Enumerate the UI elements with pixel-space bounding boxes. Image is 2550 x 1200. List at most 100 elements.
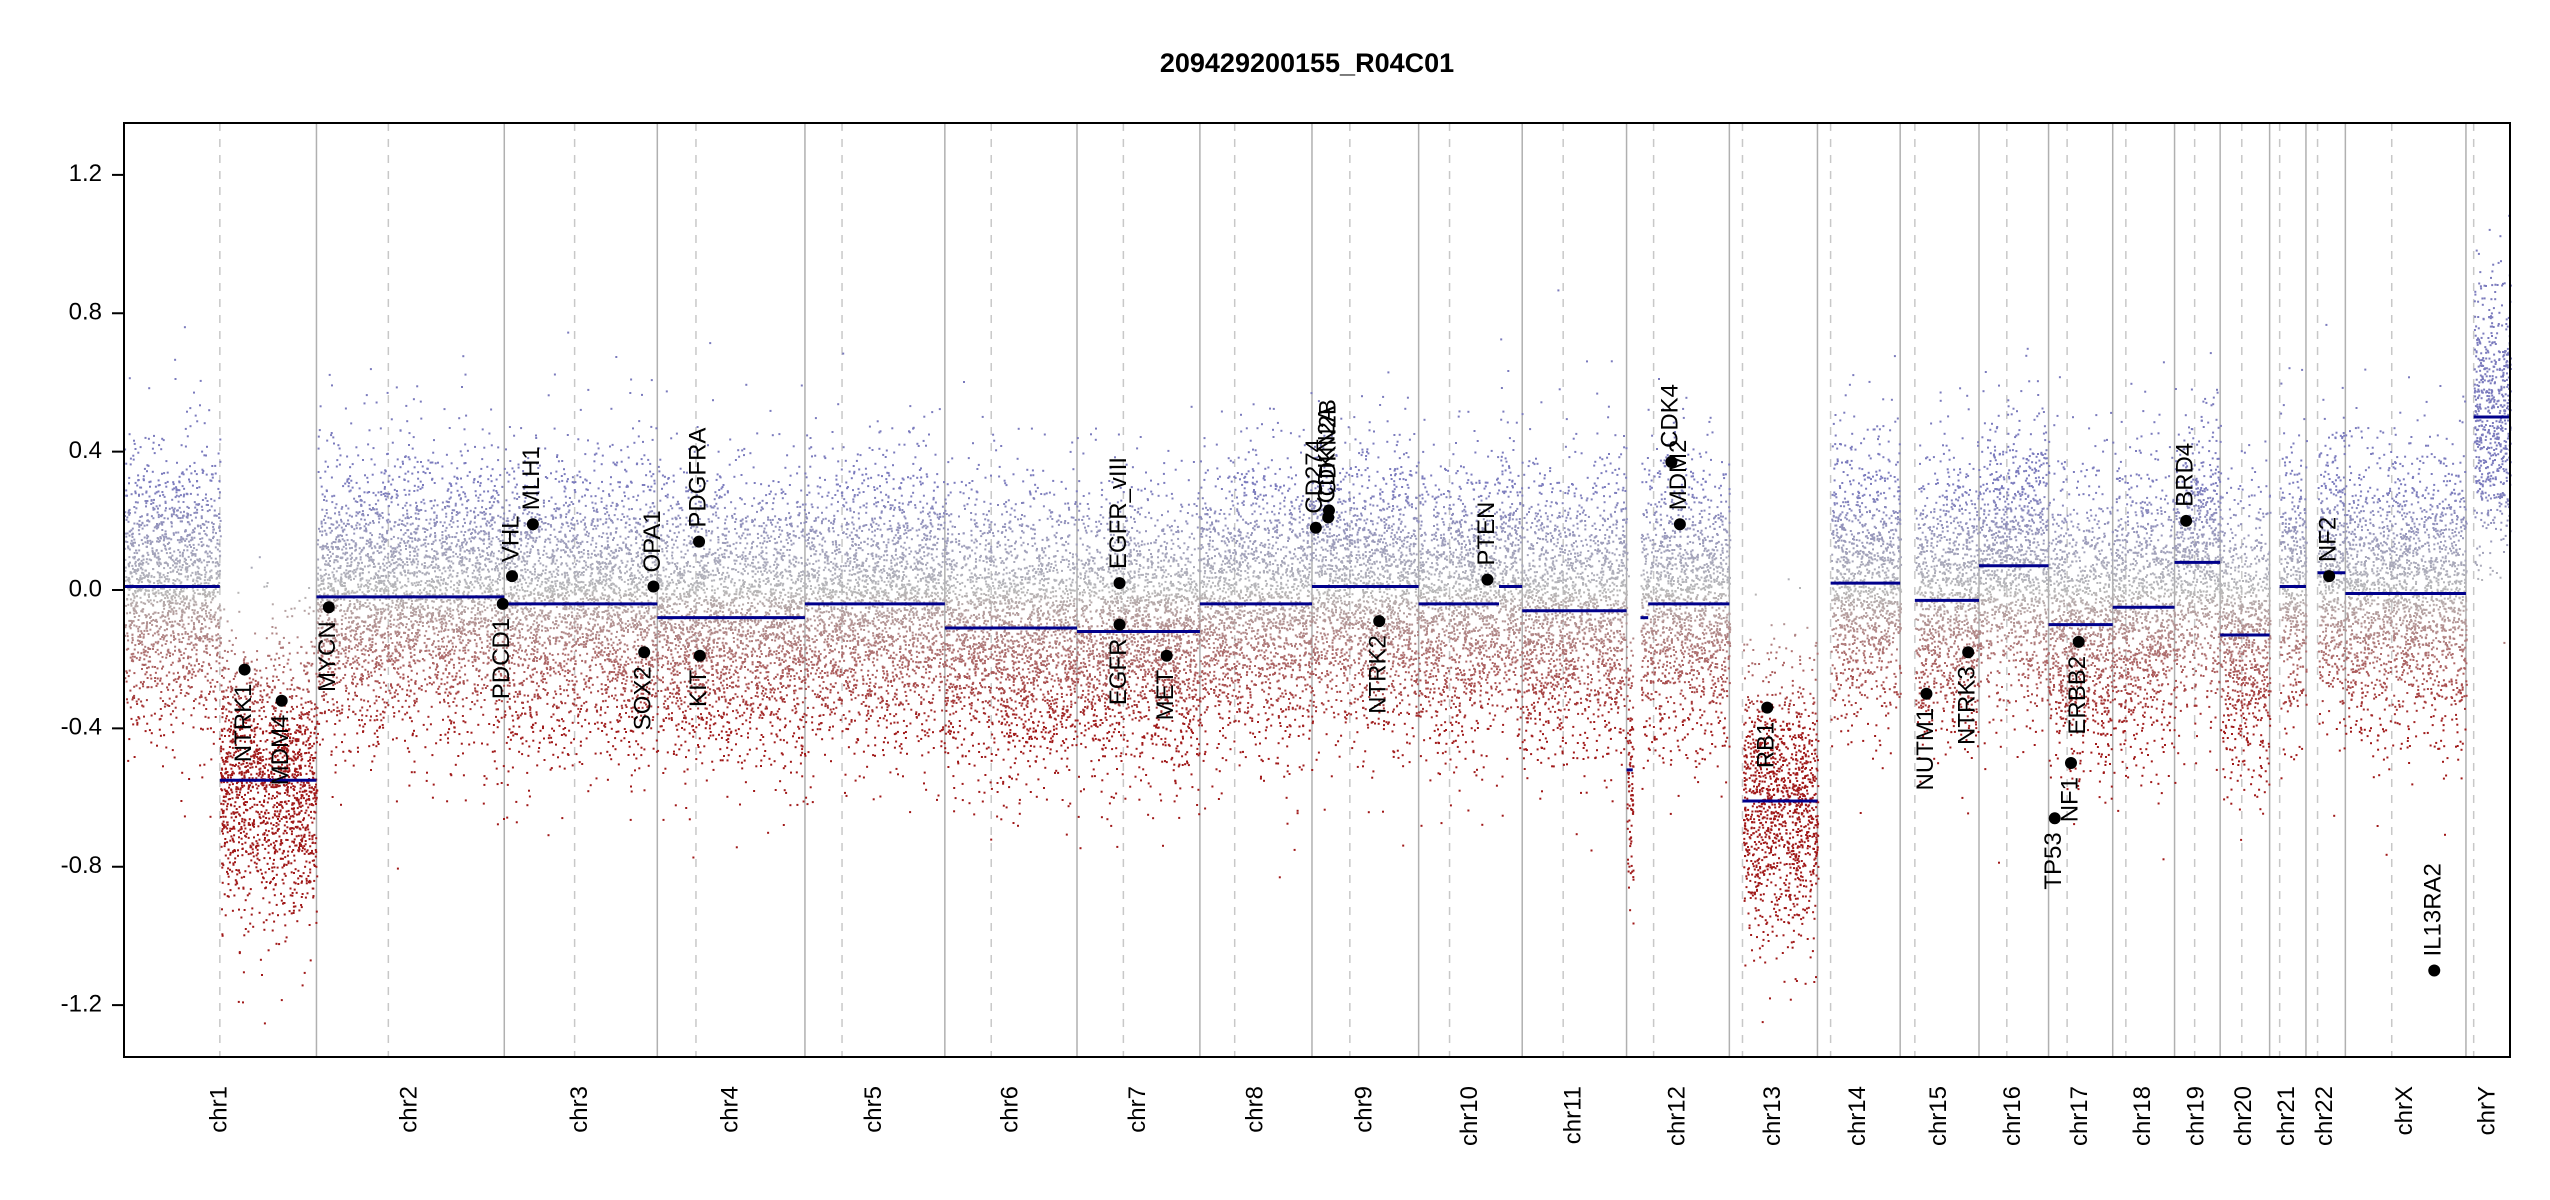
- probe-point: [294, 767, 297, 770]
- probe-point: [155, 527, 158, 530]
- probe-point: [444, 587, 447, 590]
- probe-point: [404, 504, 407, 507]
- probe-point: [142, 622, 145, 624]
- probe-point: [328, 577, 331, 580]
- probe-point: [311, 662, 314, 665]
- probe-point: [233, 723, 236, 726]
- probe-point: [124, 566, 127, 569]
- probe-point: [298, 714, 301, 717]
- probe-point: [267, 844, 270, 847]
- probe-point: [280, 710, 283, 713]
- probe-point: [312, 610, 315, 613]
- probe-point: [259, 740, 262, 742]
- probe-point: [165, 535, 168, 538]
- probe-point: [183, 587, 186, 590]
- probe-point: [270, 770, 273, 773]
- probe-point: [282, 728, 285, 730]
- probe-points: [124, 214, 2512, 1025]
- probe-point: [445, 664, 448, 667]
- probe-point: [187, 606, 190, 609]
- probe-point: [188, 565, 191, 568]
- probe-point: [362, 604, 365, 607]
- probe-point: [365, 529, 368, 532]
- probe-point: [223, 845, 226, 848]
- probe-point: [413, 466, 416, 469]
- probe-point: [287, 809, 290, 812]
- probe-point: [148, 572, 151, 575]
- probe-point: [387, 605, 390, 608]
- probe-point: [462, 705, 465, 708]
- probe-point: [169, 605, 172, 608]
- probe-point: [309, 758, 311, 761]
- probe-point: [143, 629, 146, 632]
- probe-point: [184, 631, 187, 633]
- probe-point: [298, 846, 300, 849]
- probe-point: [157, 516, 160, 519]
- probe-point: [187, 575, 190, 578]
- probe-point: [274, 755, 277, 757]
- probe-point: [305, 793, 308, 796]
- probe-point: [283, 872, 286, 875]
- probe-point: [131, 658, 134, 661]
- probe-point: [254, 632, 257, 635]
- probe-point: [168, 507, 171, 510]
- probe-point: [260, 718, 263, 721]
- probe-point: [389, 619, 392, 622]
- probe-point: [452, 645, 454, 648]
- probe-point: [141, 643, 144, 646]
- probe-point: [270, 691, 273, 694]
- probe-point: [164, 509, 167, 512]
- probe-point: [366, 476, 369, 479]
- probe-point: [395, 566, 398, 569]
- probe-point: [139, 578, 142, 581]
- probe-point: [218, 513, 221, 515]
- probe-point: [351, 546, 353, 549]
- probe-point: [188, 778, 191, 780]
- probe-point: [208, 592, 211, 595]
- probe-point: [349, 547, 351, 550]
- probe-point: [235, 763, 237, 766]
- probe-point: [306, 716, 309, 719]
- probe-point: [259, 958, 262, 961]
- probe-point: [480, 692, 482, 694]
- probe-point: [367, 587, 370, 590]
- probe-point: [411, 447, 414, 450]
- probe-point: [146, 534, 148, 537]
- probe-point: [187, 507, 190, 509]
- probe-point: [488, 545, 491, 548]
- probe-point: [165, 653, 168, 656]
- probe-point: [134, 590, 137, 592]
- probe-point: [228, 734, 231, 737]
- probe-point: [143, 593, 146, 596]
- probe-point: [228, 783, 231, 786]
- probe-point: [479, 556, 482, 558]
- probe-point: [372, 521, 375, 524]
- probe-point: [137, 698, 140, 701]
- probe-point: [125, 535, 128, 538]
- probe-point: [165, 562, 168, 564]
- probe-point: [220, 747, 223, 750]
- probe-point: [296, 651, 299, 654]
- probe-point: [207, 545, 210, 548]
- probe-point: [206, 510, 209, 513]
- probe-point: [276, 829, 279, 832]
- probe-point: [262, 815, 265, 818]
- probe-point: [189, 407, 192, 410]
- probe-point: [137, 619, 140, 621]
- probe-point: [256, 650, 259, 653]
- probe-point: [469, 708, 472, 711]
- probe-point: [126, 671, 128, 674]
- probe-point: [370, 674, 373, 677]
- probe-point: [474, 562, 477, 565]
- probe-point: [243, 909, 246, 911]
- probe-point: [263, 585, 266, 588]
- probe-point: [307, 795, 310, 798]
- probe-point: [388, 504, 390, 507]
- probe-point: [125, 489, 128, 492]
- probe-point: [164, 590, 167, 593]
- probe-point: [161, 513, 164, 516]
- probe-point: [214, 546, 217, 549]
- probe-point: [393, 695, 396, 698]
- probe-point: [405, 616, 408, 619]
- probe-point: [173, 756, 176, 759]
